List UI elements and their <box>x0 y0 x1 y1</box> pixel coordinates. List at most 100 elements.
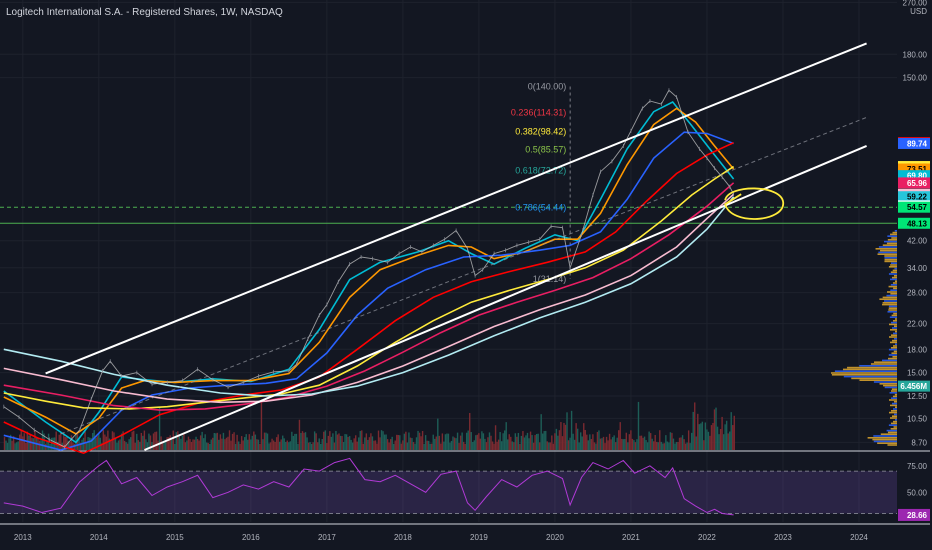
volume-profile-bar <box>883 384 897 387</box>
price-badge <box>898 217 930 229</box>
volume-bar <box>114 438 117 450</box>
chart-title: Logitech International S.A. - Registered… <box>6 7 283 18</box>
volume-bar <box>43 433 45 450</box>
volume-bar <box>228 430 231 450</box>
volume-bar <box>424 435 427 450</box>
volume-bar <box>288 442 290 450</box>
moving-average-line <box>3 107 735 435</box>
volume-bar <box>361 430 363 450</box>
volume-profile-bar <box>895 406 897 408</box>
volume-bar <box>423 443 425 450</box>
volume-bar <box>475 435 477 450</box>
volume-bar <box>697 413 699 450</box>
volume-profile-bar <box>889 336 897 338</box>
time-tick-label: 2020 <box>546 533 564 542</box>
volume-bar <box>321 439 323 450</box>
volume-bar <box>315 433 317 450</box>
fib-level-label: 0.618(72.72) <box>515 165 566 175</box>
volume-bar <box>427 440 430 450</box>
volume-bar <box>146 442 149 450</box>
volume-bar <box>494 425 497 450</box>
volume-bar <box>291 431 293 450</box>
fib-level-label: 0.382(98.42) <box>515 127 566 137</box>
volume-profile-bar <box>894 230 897 232</box>
volume-profile-bar <box>894 413 897 416</box>
volume-bar <box>166 437 168 450</box>
volume-profile-bar <box>893 332 897 335</box>
volume-bar <box>312 442 314 450</box>
volume-profile-bar <box>872 438 897 441</box>
volume-bar <box>213 432 216 450</box>
volume-bar <box>622 439 624 450</box>
volume-bar <box>703 440 705 450</box>
price-axis[interactable]: 270.00 180.00 150.00 42.00 34.00 28.00 22.00 18… <box>903 0 928 447</box>
volume-bar <box>145 439 147 450</box>
volume-bar <box>84 431 86 450</box>
volume-profile-bar <box>892 415 897 417</box>
volume-bar <box>206 442 208 450</box>
volume-bar <box>608 433 611 450</box>
volume-bar <box>17 441 19 450</box>
price-badge-label: 65.96 <box>907 179 928 188</box>
volume-bar <box>348 436 351 450</box>
volume-bar <box>364 437 366 450</box>
volume-bar <box>663 443 666 450</box>
volume-profile-bar <box>894 393 897 396</box>
volume-bar <box>733 415 735 450</box>
volume-profile-bar <box>873 381 897 383</box>
volume-bar <box>93 430 95 450</box>
volume-bar <box>690 432 693 450</box>
time-axis[interactable]: 2013 2014 2015 2016 2017 2018 2019 2020 2021 2022… <box>14 533 869 542</box>
volume-bar <box>79 442 82 450</box>
volume-bar <box>420 436 422 450</box>
volume-bar <box>289 441 292 450</box>
volume-profile-bar <box>889 316 897 318</box>
volume-bar <box>508 434 510 450</box>
volume-profile-bar <box>894 343 897 345</box>
volume-profile-bar <box>831 372 897 374</box>
volume-bar <box>295 433 298 450</box>
volume-bar <box>525 435 527 450</box>
volume-bar <box>414 443 416 450</box>
volume-bar <box>192 439 194 450</box>
volume-bar <box>274 441 276 450</box>
volume-bar <box>70 435 73 450</box>
volume-profile-bar <box>843 375 897 378</box>
volume-profile-bar <box>882 296 897 299</box>
volume-bar <box>256 439 258 450</box>
volume-profile-bar <box>887 291 897 293</box>
volume-bar <box>496 441 498 450</box>
volume-bar <box>589 434 591 450</box>
volume-bar <box>219 434 222 450</box>
volume-profile-bar <box>890 397 897 399</box>
volume-bar <box>98 433 100 450</box>
volume-bar <box>350 439 352 450</box>
volume-bar <box>613 435 615 450</box>
volume-bar <box>399 435 401 450</box>
volume-bar <box>586 434 588 450</box>
volume-bar <box>540 414 542 450</box>
volume-bar <box>244 437 246 450</box>
channel-line-upper <box>45 42 867 375</box>
volume-profile-bar <box>889 392 897 394</box>
volume-bar <box>656 441 658 450</box>
volume-profile-bar <box>884 258 897 261</box>
volume-bar <box>227 436 229 450</box>
volume-bar <box>716 426 719 450</box>
volume-bar <box>373 440 375 450</box>
volume-profile-bar <box>882 244 897 246</box>
volume-bar <box>303 432 305 450</box>
volume-bar <box>523 437 526 450</box>
volume-bar <box>580 432 582 450</box>
volume-bar <box>537 433 539 450</box>
volume-bar <box>113 432 115 450</box>
volume-bar <box>122 431 124 450</box>
volume-bar <box>590 438 593 450</box>
volume-bar <box>564 424 567 450</box>
volume-bar <box>610 439 612 450</box>
volume-bar <box>345 434 348 450</box>
volume-bar <box>99 437 101 450</box>
volume-bar <box>485 442 488 450</box>
volume-bar <box>487 437 489 450</box>
volume-bar <box>408 432 410 450</box>
